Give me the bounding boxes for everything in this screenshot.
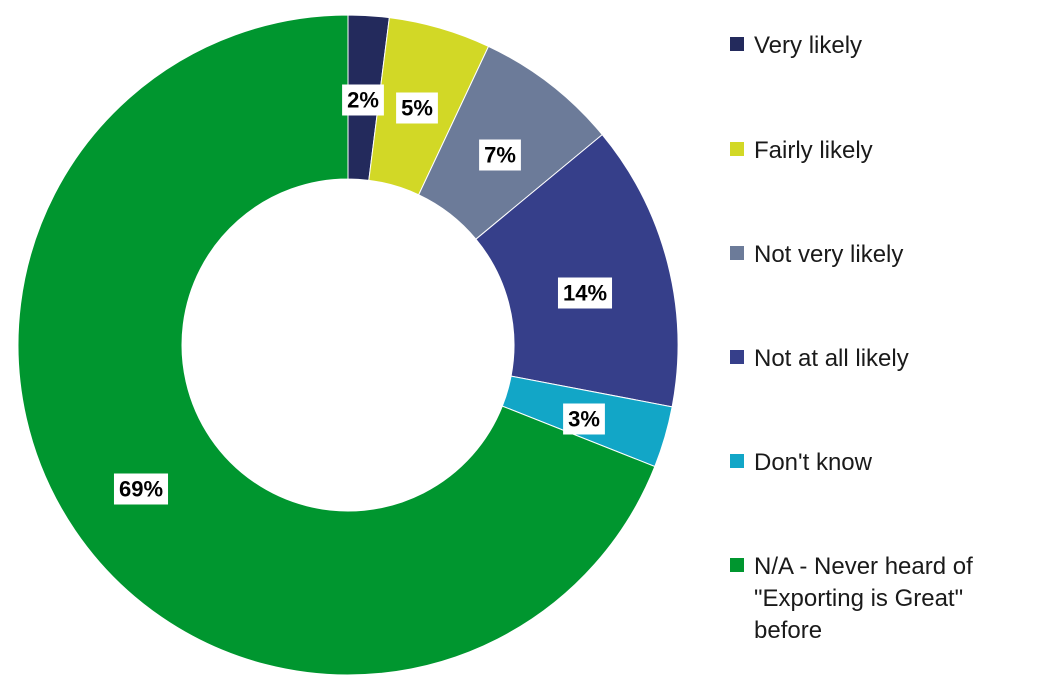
donut-chart: 2% 5% 7% 14% 3% 69% [17, 14, 679, 676]
data-label-text: 69% [119, 477, 163, 502]
legend-item-fairly-likely: Fairly likely [730, 135, 873, 167]
legend-label: Fairly likely [754, 137, 873, 164]
data-label-not-at-all-likely: 14% [557, 277, 613, 309]
legend-item-not-at-all-likely: Not at all likely [730, 343, 909, 375]
legend-item-not-very-likely: Not very likely [730, 239, 903, 271]
data-label-box [479, 139, 521, 171]
data-label-fairly-likely: 5% [396, 92, 438, 124]
legend-label: Not very likely [754, 241, 904, 268]
legend-swatch [730, 350, 744, 364]
data-label-text: 7% [484, 143, 516, 168]
legend-item-very-likely: Very likely [730, 30, 862, 62]
data-label-text: 5% [401, 96, 433, 121]
legend-label: Very likely [754, 32, 863, 59]
data-label-don-t-know: 3% [563, 403, 605, 435]
legend-swatch [730, 37, 744, 51]
legend-item-don-t-know: Don't know [730, 447, 872, 479]
legend-swatch [730, 246, 744, 260]
donut-slices [17, 14, 679, 676]
legend-label: Don't know [754, 449, 872, 476]
data-label-not-very-likely: 7% [479, 139, 521, 171]
data-label-text: 3% [568, 407, 600, 432]
legend-swatch [730, 142, 744, 156]
data-label-box [342, 84, 384, 116]
legend-item-n-a-never-heard-of-exporting-i: N/A - Never heard of "Exporting is Great… [730, 551, 973, 647]
data-label-text: 2% [347, 88, 379, 113]
data-label-text: 14% [563, 281, 607, 306]
data-label-box [557, 277, 613, 309]
slice-n-a-never-heard-of-exporting-i [17, 14, 656, 676]
data-label-box [563, 403, 605, 435]
data-label-very-likely: 2% [342, 84, 384, 116]
data-label-box [113, 473, 169, 505]
legend-swatch [730, 558, 744, 572]
data-label-n-a-never-heard-of-exporting-i: 69% [113, 473, 169, 505]
legend-label: Not at all likely [754, 345, 909, 372]
legend-label: N/A - Never heard of "Exporting is Great… [754, 553, 973, 644]
legend-swatch [730, 454, 744, 468]
data-label-box [396, 92, 438, 124]
slice-not-at-all-likely [475, 133, 679, 408]
data-labels: 2% 5% 7% 14% 3% 69% [113, 84, 613, 505]
